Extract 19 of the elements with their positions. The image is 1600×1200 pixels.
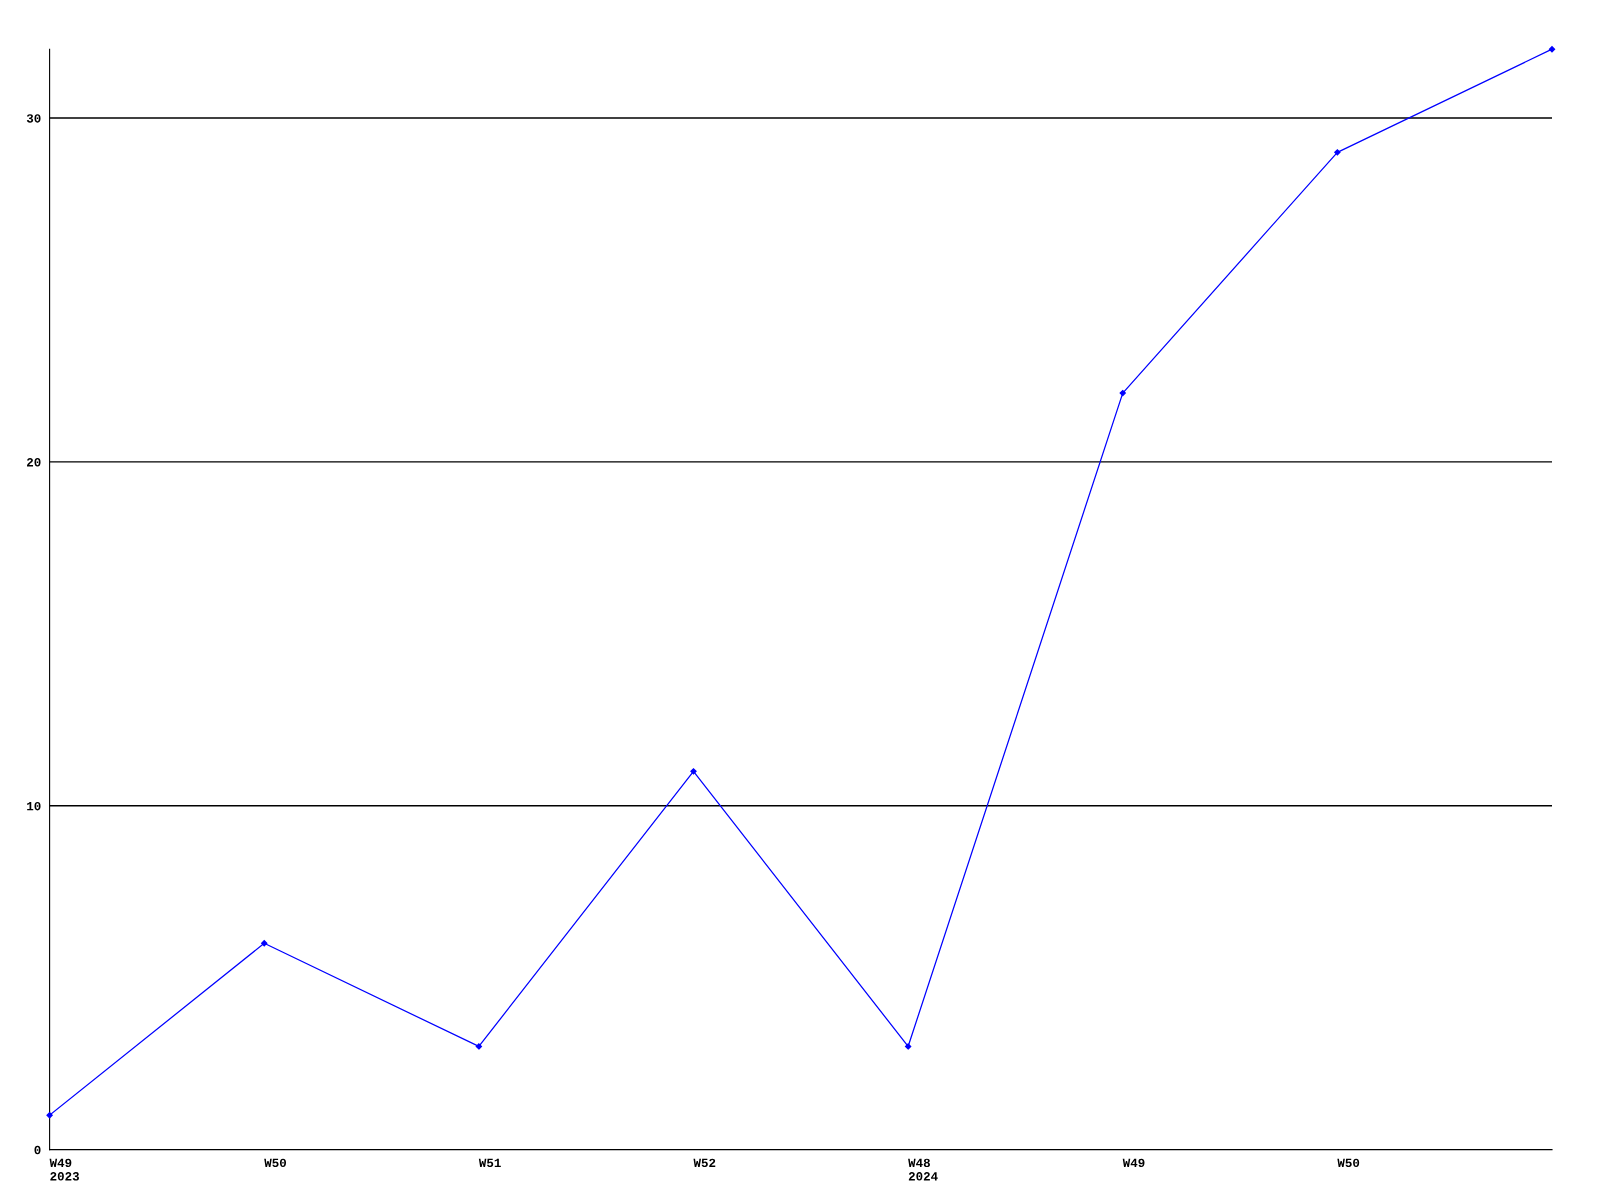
y-tick-label: 30 (26, 114, 41, 123)
x-tick-label: W48 2024 (908, 1158, 938, 1181)
y-tick-label: 0 (34, 1145, 41, 1155)
point (261, 940, 268, 947)
point (690, 768, 697, 775)
point (1334, 149, 1341, 156)
x-tick-label: W51 (478, 1158, 501, 1168)
y-tick-label: 10 (27, 801, 41, 811)
y-tick-label: 20 (27, 458, 41, 467)
point (904, 1043, 912, 1050)
point (46, 1112, 53, 1119)
x-tick-label: W50 (264, 1158, 287, 1168)
point (475, 1043, 483, 1050)
x-tick-label: W49 (1122, 1158, 1145, 1168)
x-tick-label: W52 (693, 1158, 716, 1168)
point (1119, 389, 1126, 397)
x-tick-label: W50 (1337, 1158, 1360, 1168)
x-tick-label: W49 2023 (49, 1158, 79, 1181)
point (1548, 46, 1556, 53)
